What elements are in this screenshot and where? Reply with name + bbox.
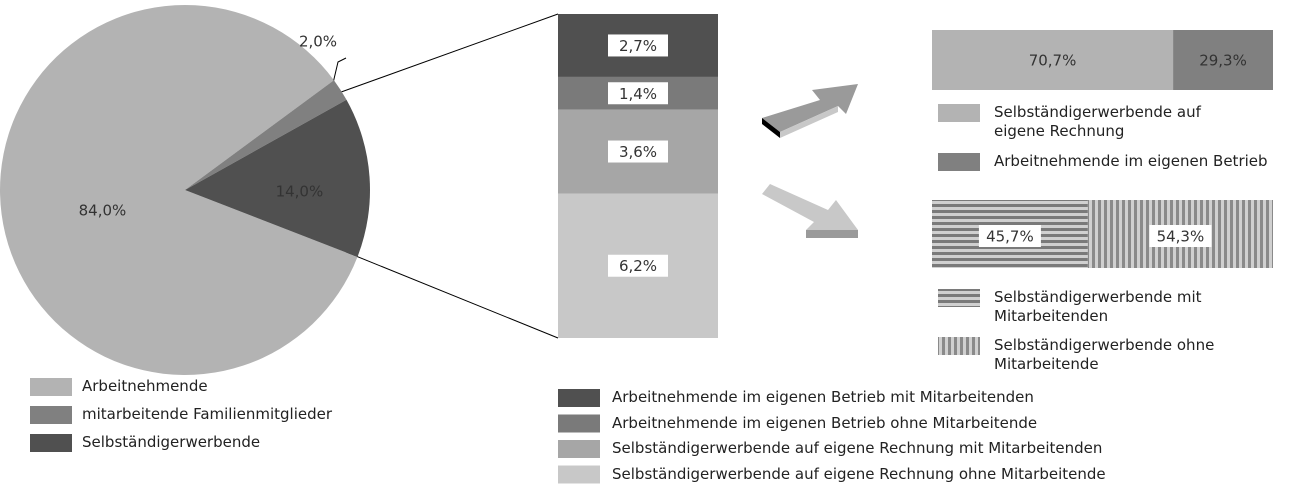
data-label: 6,2% — [619, 257, 657, 275]
data-label: 2,7% — [619, 37, 657, 55]
label-box — [1149, 225, 1212, 247]
data-label: 29,3% — [1199, 52, 1247, 70]
legend-label: Arbeitnehmende — [82, 377, 208, 395]
label-box — [608, 140, 668, 163]
data-label: 3,6% — [619, 143, 657, 161]
legend-swatch — [30, 406, 72, 424]
pie-slice — [0, 5, 358, 376]
legend-label: mitarbeitende Familienmitglieder — [82, 405, 333, 423]
legend-label: Selbständigerwerbende auf eigene Rechnun… — [612, 439, 1103, 457]
connector — [345, 251, 559, 339]
legend-label: Selbständigerwerbende — [82, 433, 261, 451]
data-label: 54,3% — [1157, 228, 1205, 246]
data-label: 84,0% — [79, 202, 127, 220]
data-label: 1,4% — [619, 85, 657, 103]
data-label: 2,0% — [299, 33, 337, 51]
legend-label: Selbständigerwerbende auf eigene Rechnun… — [612, 464, 1106, 483]
legend-swatch — [558, 465, 600, 484]
legend-label: Arbeitnehmende im eigenen Betrieb — [994, 152, 1268, 170]
legend-swatch — [938, 289, 980, 307]
label-box — [608, 82, 668, 105]
legend-swatch — [558, 414, 600, 433]
label-box — [608, 34, 668, 57]
arrow-down — [762, 184, 858, 238]
legend-label: Selbständigerwerbende auf eigene Rechnun… — [994, 103, 1201, 140]
label-box — [608, 254, 668, 277]
pie-slice — [185, 80, 347, 190]
legend-swatch — [30, 378, 72, 396]
legend-label: Selbständigerwerbende mit Mitarbeitenden — [994, 288, 1202, 325]
label-box — [978, 225, 1041, 247]
pie-slice — [185, 99, 370, 257]
legend-label: Arbeitnehmende im eigenen Betrieb ohne M… — [612, 413, 1038, 432]
legend-swatch — [558, 389, 600, 407]
legend-swatch — [558, 440, 600, 458]
legend-swatch — [938, 337, 980, 355]
legend-label: Arbeitnehmende im eigenen Betrieb mit Mi… — [612, 388, 1034, 406]
bar-segment — [932, 30, 1174, 90]
legend-swatch — [30, 434, 72, 452]
arrow-up — [762, 84, 858, 138]
legend-swatch — [938, 104, 980, 122]
connector — [329, 13, 559, 97]
data-label: 70,7% — [1029, 52, 1077, 70]
legend-swatch — [938, 153, 980, 171]
legend-label: Selbständigerwerbende ohne Mitarbeitende — [994, 336, 1215, 373]
bar-segment — [1173, 30, 1273, 90]
data-label: 45,7% — [986, 228, 1034, 246]
data-label: 14,0% — [276, 182, 324, 200]
